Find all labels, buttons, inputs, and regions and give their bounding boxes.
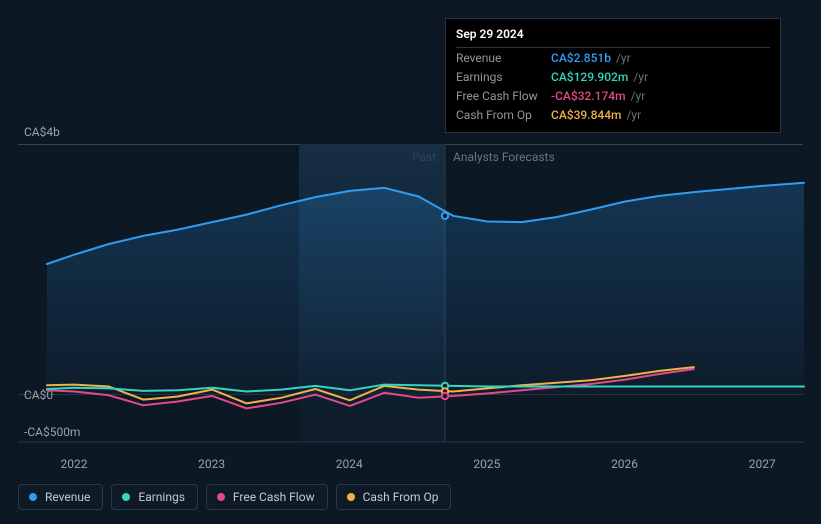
tooltip-row-value: -CA$32.174m [551, 89, 626, 103]
tooltip-row-label: Revenue [456, 48, 551, 67]
tooltip-row: RevenueCA$2.851b /yr [456, 48, 770, 67]
hover-tooltip: Sep 29 2024 RevenueCA$2.851b /yrEarnings… [445, 18, 781, 133]
tooltip-row-label: Free Cash Flow [456, 86, 551, 105]
x-axis-label: 2025 [473, 457, 500, 471]
tooltip-row: EarningsCA$129.902m /yr [456, 67, 770, 86]
x-axis-label: 2023 [198, 457, 225, 471]
legend-dot-icon [217, 493, 225, 501]
tooltip-row: Cash From OpCA$39.844m /yr [456, 105, 770, 124]
x-axis-label: 2026 [611, 457, 638, 471]
tooltip-row-value: CA$2.851b [551, 51, 611, 65]
legend-item-cash-from-op[interactable]: Cash From Op [336, 484, 452, 510]
legend-item-earnings[interactable]: Earnings [111, 484, 198, 510]
legend-item-free-cash-flow[interactable]: Free Cash Flow [206, 484, 328, 510]
legend-item-label: Cash From Op [363, 490, 439, 504]
tooltip-row-value: CA$39.844m [551, 108, 622, 122]
x-axis-label: 2027 [749, 457, 776, 471]
legend-item-label: Free Cash Flow [233, 490, 315, 504]
legend-item-revenue[interactable]: Revenue [18, 484, 103, 510]
tooltip-row-unit: /yr [614, 51, 631, 65]
financial-chart: CA$4b CA$0 -CA$500m Past Analysts Foreca… [0, 0, 821, 524]
tooltip-row-unit: /yr [629, 89, 646, 103]
tooltip-table: RevenueCA$2.851b /yrEarningsCA$129.902m … [456, 48, 770, 124]
x-axis-label: 2024 [336, 457, 363, 471]
tooltip-row-unit: /yr [624, 108, 641, 122]
tooltip-date: Sep 29 2024 [456, 25, 770, 48]
legend-dot-icon [347, 493, 355, 501]
legend: Revenue Earnings Free Cash Flow Cash From O… [18, 484, 451, 510]
tooltip-row-value: CA$129.902m [551, 70, 628, 84]
x-axis-label: 2022 [61, 457, 88, 471]
tooltip-row-unit: /yr [631, 70, 648, 84]
tooltip-row-label: Cash From Op [456, 105, 551, 124]
tooltip-row-label: Earnings [456, 67, 551, 86]
legend-dot-icon [122, 493, 130, 501]
legend-dot-icon [29, 493, 37, 501]
legend-item-label: Earnings [138, 490, 185, 504]
legend-item-label: Revenue [45, 490, 90, 504]
tooltip-row: Free Cash Flow-CA$32.174m /yr [456, 86, 770, 105]
